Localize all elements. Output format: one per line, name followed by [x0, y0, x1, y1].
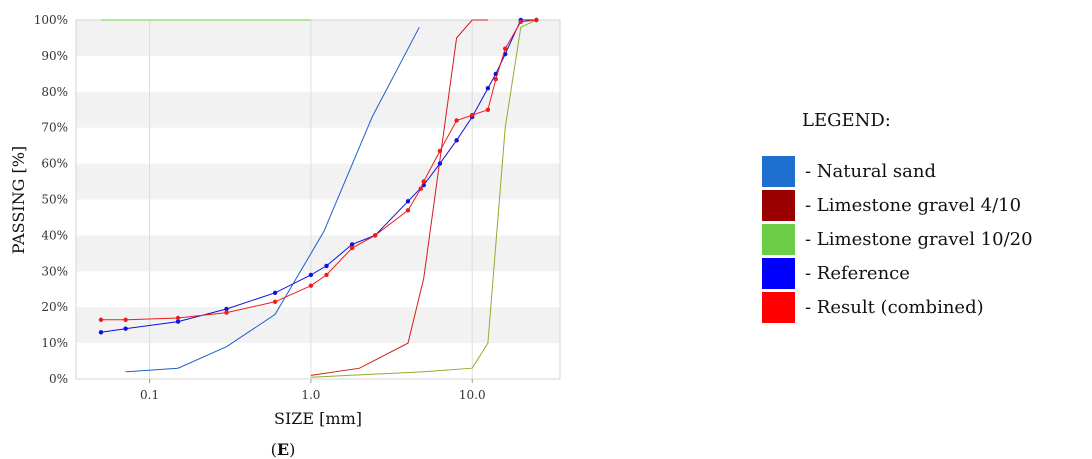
- y-tick-label: 50%: [41, 193, 68, 207]
- data-point: [485, 86, 491, 91]
- y-tick-label: 20%: [41, 300, 68, 314]
- data-point: [349, 242, 355, 247]
- x-tick-label: 1.0: [301, 388, 320, 402]
- series-line: [101, 19, 537, 321]
- series-line: [310, 19, 488, 376]
- y-tick-label: 30%: [41, 264, 68, 278]
- y-tick-label: 70%: [41, 121, 68, 135]
- data-point: [308, 272, 314, 278]
- data-point: [421, 179, 426, 184]
- data-point: [470, 112, 475, 118]
- legend-item: - Result (combined): [762, 291, 984, 324]
- legend-swatch: [762, 258, 795, 289]
- panel-label: (E): [271, 440, 296, 459]
- y-tick-label: 100%: [34, 13, 68, 27]
- data-point: [485, 107, 491, 113]
- y-tick-label: 0%: [49, 372, 68, 386]
- data-point: [372, 233, 378, 238]
- legend-item: - Limestone gravel 4/10: [762, 189, 1021, 222]
- data-point: [224, 310, 229, 315]
- y-tick-label: 60%: [41, 157, 68, 171]
- data-point: [454, 118, 459, 123]
- x-tick-label: 10.0: [459, 388, 486, 402]
- data-point: [324, 272, 329, 278]
- x-axis-ticks: 0.1 1.0 10.0: [140, 379, 486, 402]
- legend-item: - Limestone gravel 10/20: [762, 223, 1033, 256]
- data-point: [437, 161, 443, 166]
- data-point: [518, 19, 523, 24]
- data-point: [272, 290, 278, 295]
- legend-title: LEGEND:: [802, 110, 891, 131]
- series-layer: [98, 17, 539, 378]
- data-point: [324, 263, 329, 269]
- data-point: [98, 330, 104, 335]
- data-point: [405, 208, 411, 213]
- legend-label: - Result (combined): [805, 297, 984, 318]
- legend-swatch: [762, 156, 795, 187]
- grid-band: [76, 307, 560, 344]
- data-point: [503, 46, 508, 51]
- y-axis-title: PASSING [%]: [9, 146, 28, 254]
- data-point: [123, 317, 128, 322]
- data-point: [493, 77, 498, 82]
- legend-item: - Reference: [762, 257, 910, 290]
- data-point: [405, 199, 411, 204]
- legend-label: - Limestone gravel 10/20: [805, 229, 1033, 250]
- legend-label: - Reference: [805, 263, 910, 284]
- y-tick-label: 80%: [41, 85, 68, 99]
- data-point: [98, 317, 104, 322]
- y-axis-ticks: 0% 10% 20% 30% 40% 50% 60% 70% 80% 90% 100%: [34, 13, 68, 386]
- data-point: [175, 315, 181, 321]
- grid-band: [76, 163, 560, 200]
- series-line: [310, 19, 537, 378]
- legend-item: - Natural sand: [762, 155, 936, 188]
- plot-background-bands: [76, 20, 560, 379]
- y-tick-label: 40%: [41, 228, 68, 242]
- data-point: [272, 299, 278, 304]
- data-point: [534, 17, 539, 23]
- grid-band: [76, 20, 560, 56]
- grid-band: [76, 91, 560, 128]
- data-point: [437, 148, 443, 154]
- plot-border: [75, 19, 561, 380]
- legend-label: - Limestone gravel 4/10: [805, 195, 1022, 216]
- series-line: [125, 26, 420, 373]
- data-point: [175, 319, 181, 324]
- data-point: [454, 138, 459, 143]
- x-tick-label: 0.1: [140, 388, 159, 402]
- data-point: [418, 186, 423, 191]
- data-point: [349, 245, 355, 251]
- legend-label: - Natural sand: [805, 161, 937, 182]
- y-tick-label: 90%: [41, 49, 68, 63]
- y-tick-label: 10%: [41, 336, 68, 350]
- data-point: [123, 326, 128, 331]
- legend-swatch: [762, 224, 795, 255]
- data-point: [224, 306, 229, 312]
- data-point: [308, 283, 314, 288]
- legend-swatch: [762, 190, 795, 221]
- legend-swatch: [762, 292, 795, 323]
- x-axis-title: SIZE [mm]: [274, 409, 362, 428]
